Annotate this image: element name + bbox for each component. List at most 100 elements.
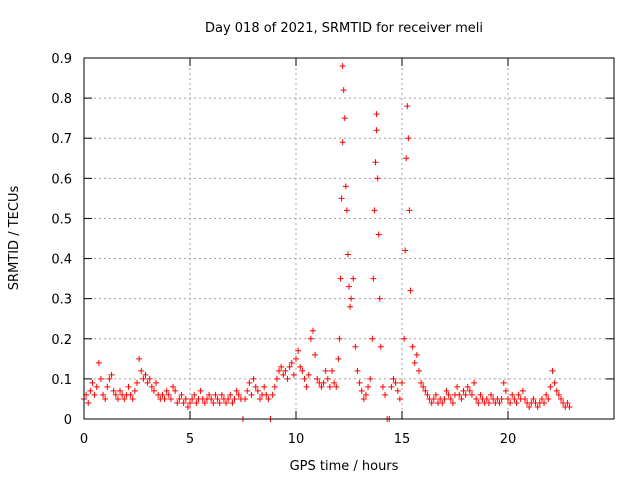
data-point <box>541 399 548 406</box>
y-tick-label: 0.7 <box>51 132 72 147</box>
data-point <box>216 399 223 406</box>
grid-lines <box>84 58 614 419</box>
data-point <box>286 363 293 370</box>
data-point <box>208 395 215 402</box>
data-point <box>566 403 573 410</box>
data-point <box>373 127 380 134</box>
data-point <box>558 395 564 402</box>
data-point <box>462 391 469 398</box>
data-point <box>254 387 261 394</box>
data-point <box>174 399 181 406</box>
data-point <box>449 399 456 406</box>
data-point <box>538 395 545 402</box>
data-point <box>441 395 448 402</box>
data-point <box>420 383 427 390</box>
data-point <box>337 275 344 282</box>
data-point <box>206 391 213 398</box>
data-point <box>399 379 405 386</box>
data-point <box>227 391 234 398</box>
y-tick-label: 0.6 <box>51 172 72 187</box>
data-point <box>148 383 155 390</box>
data-point <box>85 399 92 406</box>
data-point <box>521 395 528 402</box>
x-tick-label: 10 <box>288 432 305 447</box>
data-point <box>252 383 259 390</box>
data-point <box>250 375 257 382</box>
data-point <box>513 399 520 406</box>
plot-frame <box>83 57 615 420</box>
data-point <box>256 395 263 402</box>
data-point <box>191 391 198 398</box>
data-point <box>197 387 204 394</box>
data-points <box>81 63 573 422</box>
data-point <box>564 399 571 406</box>
x-tick-label: 0 <box>80 432 88 447</box>
chart-title: Day 018 of 2021, SRMTID for receiver mel… <box>205 21 483 36</box>
data-point <box>142 371 149 378</box>
data-point <box>348 295 355 302</box>
data-point <box>458 395 465 402</box>
data-point <box>483 395 490 402</box>
data-point <box>280 371 287 378</box>
data-point <box>170 383 177 390</box>
data-point <box>189 395 196 402</box>
data-point <box>97 375 104 382</box>
data-point <box>329 367 336 374</box>
data-point <box>477 391 484 398</box>
data-point <box>445 391 452 398</box>
data-point <box>261 383 268 390</box>
data-point <box>475 399 482 406</box>
data-point <box>413 351 420 358</box>
data-point <box>553 387 560 394</box>
y-axis-ticks: 0 0.1 0.2 0.3 0.4 0.5 0.6 0.7 0.8 0.9 <box>51 52 614 428</box>
data-point <box>333 383 340 390</box>
data-point <box>401 335 408 342</box>
data-point <box>229 399 236 406</box>
data-point <box>543 391 550 398</box>
data-point <box>466 387 473 394</box>
data-point <box>89 379 96 386</box>
data-point <box>424 391 431 398</box>
data-point <box>295 347 302 354</box>
data-point <box>127 391 134 398</box>
data-point <box>430 395 437 402</box>
data-point <box>415 367 422 374</box>
data-point <box>87 387 94 394</box>
data-point <box>534 403 541 410</box>
data-point <box>485 399 492 406</box>
data-point <box>303 383 310 390</box>
data-point <box>456 391 463 398</box>
data-point <box>377 343 384 350</box>
data-point <box>172 387 179 394</box>
data-point <box>432 391 439 398</box>
y-tick-label: 0.5 <box>51 212 72 227</box>
data-point <box>210 399 217 406</box>
data-point <box>390 375 397 382</box>
data-point <box>184 403 191 410</box>
data-point <box>214 395 221 402</box>
data-point <box>526 403 533 410</box>
data-point <box>284 375 291 382</box>
data-point <box>108 371 115 378</box>
data-point <box>379 383 386 390</box>
data-point <box>373 111 380 118</box>
data-point <box>212 391 219 398</box>
data-point <box>231 395 238 402</box>
data-point <box>201 399 208 406</box>
data-point <box>244 387 251 394</box>
data-point <box>117 387 124 394</box>
data-point <box>112 391 119 398</box>
data-point <box>369 335 376 342</box>
data-point <box>365 383 372 390</box>
data-point <box>293 355 299 362</box>
y-tick-label: 0.1 <box>51 373 72 388</box>
data-point <box>344 251 351 258</box>
data-point <box>488 391 495 398</box>
data-point <box>376 295 383 302</box>
data-point <box>165 391 172 398</box>
data-point <box>422 387 429 394</box>
data-point <box>354 367 361 374</box>
data-point <box>235 391 242 398</box>
data-point <box>341 115 348 122</box>
data-point <box>309 327 316 334</box>
